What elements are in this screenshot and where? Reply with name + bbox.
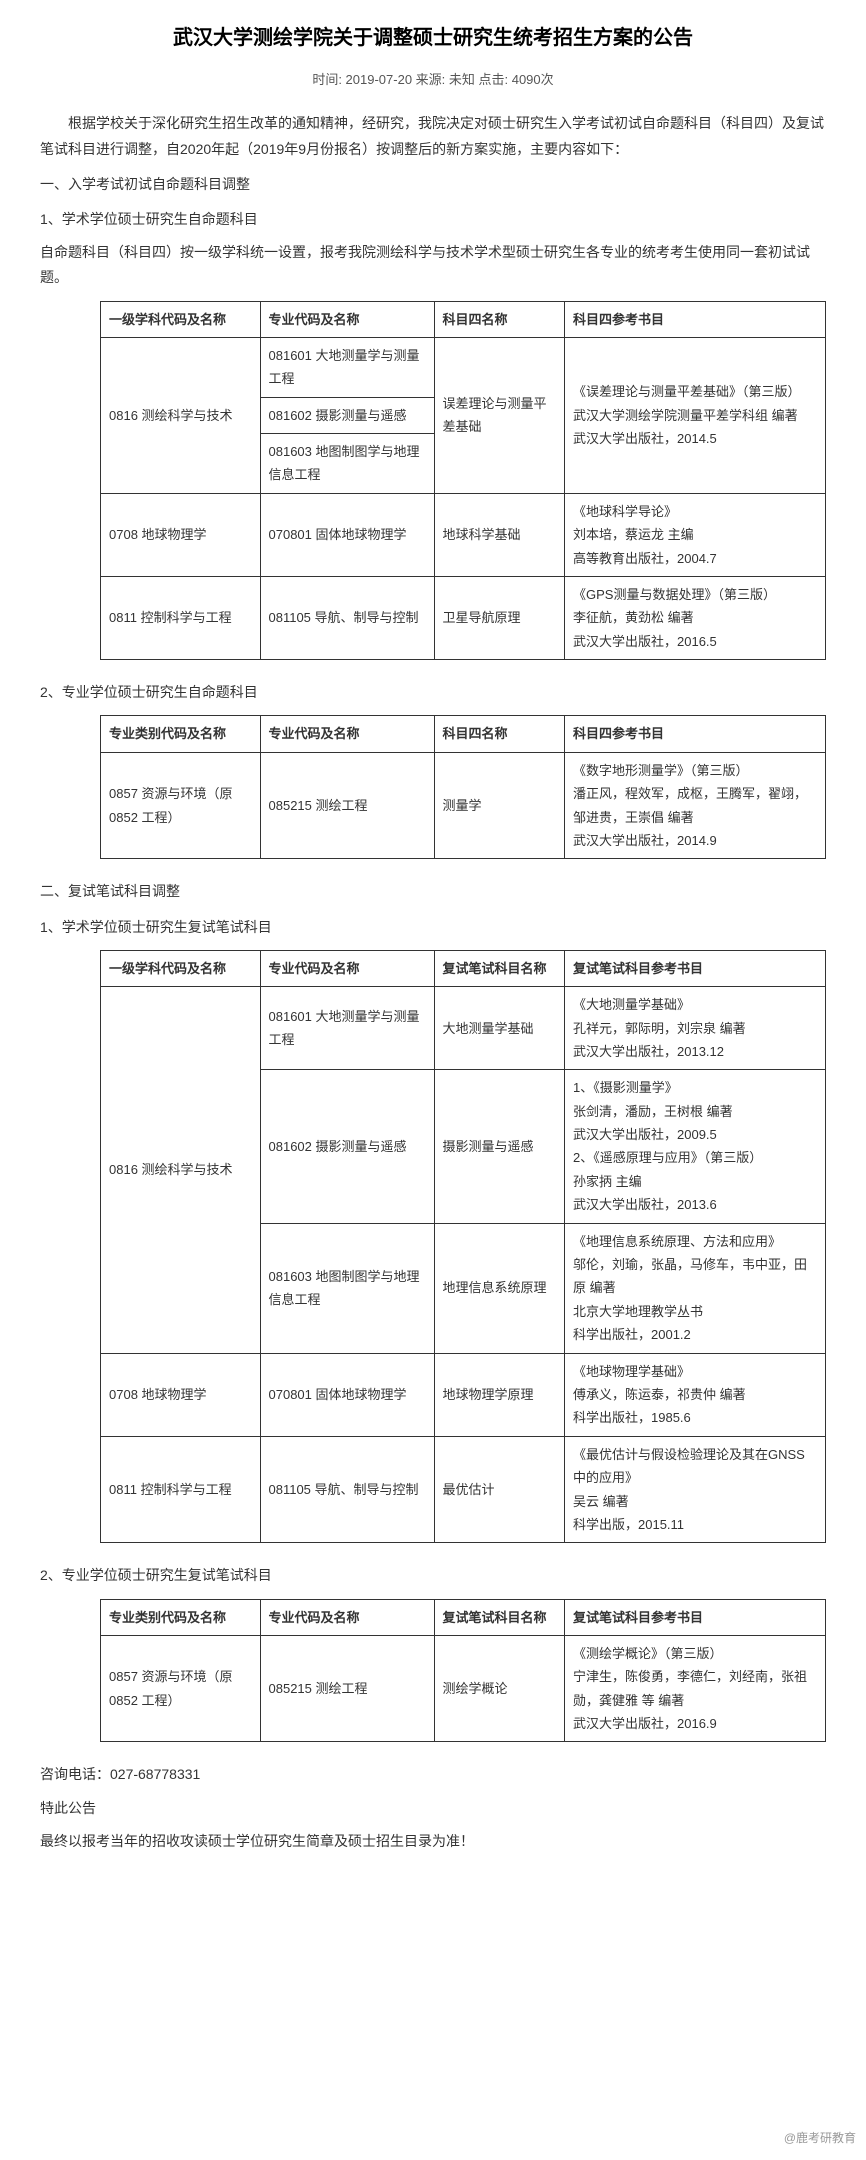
td: 0708 地球物理学 [101, 1353, 261, 1436]
td: 0816 测绘科学与技术 [101, 987, 261, 1353]
td: 《数字地形测量学》（第三版）潘正风，程效军，成枢，王腾军，翟翊，邹进贵，王崇倡 … [565, 752, 826, 859]
td: 0811 控制科学与工程 [101, 1436, 261, 1543]
section-1-1-title: 1、学术学位硕士研究生自命题科目 [40, 207, 826, 232]
section-2-title: 二、复试笔试科目调整 [40, 879, 826, 904]
th: 科目四名称 [434, 716, 565, 752]
td: 测量学 [434, 752, 565, 859]
table-header-row: 专业类别代码及名称 专业代码及名称 科目四名称 科目四参考书目 [101, 716, 826, 752]
th: 复试笔试科目参考书目 [565, 950, 826, 986]
table-row: 0816 测绘科学与技术 081601 大地测量学与测量工程 误差理论与测量平差… [101, 337, 826, 397]
td: 《测绘学概论》（第三版）宁津生，陈俊勇，李德仁，刘经南，张祖勋，龚健雅 等 编著… [565, 1635, 826, 1742]
td: 地球物理学原理 [434, 1353, 565, 1436]
td: 081603 地图制图学与地理信息工程 [260, 434, 434, 494]
table-header-row: 专业类别代码及名称 专业代码及名称 复试笔试科目名称 复试笔试科目参考书目 [101, 1599, 826, 1635]
td: 地球科学基础 [434, 493, 565, 576]
table-row: 0857 资源与环境（原0852 工程） 085215 测绘工程 测绘学概论 《… [101, 1635, 826, 1742]
td: 《地球物理学基础》傅承义，陈运泰，祁贵仲 编著科学出版社，1985.6 [565, 1353, 826, 1436]
th: 复试笔试科目参考书目 [565, 1599, 826, 1635]
td: 085215 测绘工程 [260, 1635, 434, 1742]
table-1: 一级学科代码及名称 专业代码及名称 科目四名称 科目四参考书目 0816 测绘科… [100, 301, 826, 661]
table-row: 0857 资源与环境（原0852 工程） 085215 测绘工程 测量学 《数字… [101, 752, 826, 859]
watermark: @鹿考研教育 [784, 2128, 856, 2150]
th: 专业代码及名称 [260, 950, 434, 986]
td: 081602 摄影测量与遥感 [260, 1070, 434, 1223]
table-2: 专业类别代码及名称 专业代码及名称 科目四名称 科目四参考书目 0857 资源与… [100, 715, 826, 859]
td: 0708 地球物理学 [101, 493, 261, 576]
td: 0857 资源与环境（原0852 工程） [101, 1635, 261, 1742]
page-title: 武汉大学测绘学院关于调整硕士研究生统考招生方案的公告 [40, 20, 826, 56]
section-1-title: 一、入学考试初试自命题科目调整 [40, 172, 826, 197]
th: 一级学科代码及名称 [101, 301, 261, 337]
table-4: 专业类别代码及名称 专业代码及名称 复试笔试科目名称 复试笔试科目参考书目 08… [100, 1599, 826, 1743]
td: 0857 资源与环境（原0852 工程） [101, 752, 261, 859]
td: 《最优估计与假设检验理论及其在GNSS中的应用》吴云 编著科学出版，2015.1… [565, 1436, 826, 1543]
td: 最优估计 [434, 1436, 565, 1543]
table-row: 0708 地球物理学 070801 固体地球物理学 地球物理学原理 《地球物理学… [101, 1353, 826, 1436]
td: 1、《摄影测量学》张剑清，潘励，王树根 编著武汉大学出版社，2009.52、《遥… [565, 1070, 826, 1223]
td: 《地理信息系统原理、方法和应用》邬伦，刘瑜，张晶，马修车，韦中亚，田原 编著北京… [565, 1223, 826, 1353]
th: 专业代码及名称 [260, 716, 434, 752]
table-row: 0708 地球物理学 070801 固体地球物理学 地球科学基础 《地球科学导论… [101, 493, 826, 576]
td: 081601 大地测量学与测量工程 [260, 337, 434, 397]
footer-notice: 特此公告 [40, 1796, 826, 1821]
td: 085215 测绘工程 [260, 752, 434, 859]
td: 0811 控制科学与工程 [101, 577, 261, 660]
section-1-1-note: 自命题科目（科目四）按一级学科统一设置，报考我院测绘科学与技术学术型硕士研究生各… [40, 240, 826, 290]
th: 科目四参考书目 [565, 301, 826, 337]
intro-paragraph: 根据学校关于深化研究生招生改革的通知精神，经研究，我院决定对硕士研究生入学考试初… [40, 111, 826, 161]
td: 070801 固体地球物理学 [260, 1353, 434, 1436]
table-row: 0816 测绘科学与技术 081601 大地测量学与测量工程 大地测量学基础 《… [101, 987, 826, 1070]
footer-note: 最终以报考当年的招收攻读硕士学位研究生简章及硕士招生目录为准！ [40, 1829, 826, 1854]
td: 误差理论与测量平差基础 [434, 337, 565, 493]
td: 《误差理论与测量平差基础》（第三版）武汉大学测绘学院测量平差学科组 编著武汉大学… [565, 337, 826, 493]
td: 摄影测量与遥感 [434, 1070, 565, 1223]
meta-line: 时间: 2019-07-20 来源: 未知 点击: 4090次 [40, 68, 826, 91]
td: 《地球科学导论》刘本培，蔡运龙 主编高等教育出版社，2004.7 [565, 493, 826, 576]
td: 081105 导航、制导与控制 [260, 1436, 434, 1543]
td: 测绘学概论 [434, 1635, 565, 1742]
th: 专业类别代码及名称 [101, 1599, 261, 1635]
th: 专业代码及名称 [260, 1599, 434, 1635]
td: 070801 固体地球物理学 [260, 493, 434, 576]
th: 一级学科代码及名称 [101, 950, 261, 986]
td: 081603 地图制图学与地理信息工程 [260, 1223, 434, 1353]
th: 专业类别代码及名称 [101, 716, 261, 752]
table-row: 0811 控制科学与工程 081105 导航、制导与控制 最优估计 《最优估计与… [101, 1436, 826, 1543]
section-1-2-title: 2、专业学位硕士研究生自命题科目 [40, 680, 826, 705]
td: 《GPS测量与数据处理》（第三版）李征航，黄劲松 编著武汉大学出版社，2016.… [565, 577, 826, 660]
table-3: 一级学科代码及名称 专业代码及名称 复试笔试科目名称 复试笔试科目参考书目 08… [100, 950, 826, 1544]
td: 081601 大地测量学与测量工程 [260, 987, 434, 1070]
td: 081105 导航、制导与控制 [260, 577, 434, 660]
th: 科目四名称 [434, 301, 565, 337]
td: 081602 摄影测量与遥感 [260, 397, 434, 433]
section-2-1-title: 1、学术学位硕士研究生复试笔试科目 [40, 915, 826, 940]
table-header-row: 一级学科代码及名称 专业代码及名称 科目四名称 科目四参考书目 [101, 301, 826, 337]
td: 地理信息系统原理 [434, 1223, 565, 1353]
td: 卫星导航原理 [434, 577, 565, 660]
td: 《大地测量学基础》孔祥元，郭际明，刘宗泉 编著武汉大学出版社，2013.12 [565, 987, 826, 1070]
footer-phone: 咨询电话：027-68778331 [40, 1762, 826, 1787]
th: 专业代码及名称 [260, 301, 434, 337]
td: 0816 测绘科学与技术 [101, 337, 261, 493]
table-header-row: 一级学科代码及名称 专业代码及名称 复试笔试科目名称 复试笔试科目参考书目 [101, 950, 826, 986]
table-row: 0811 控制科学与工程 081105 导航、制导与控制 卫星导航原理 《GPS… [101, 577, 826, 660]
section-2-2-title: 2、专业学位硕士研究生复试笔试科目 [40, 1563, 826, 1588]
th: 复试笔试科目名称 [434, 1599, 565, 1635]
td: 大地测量学基础 [434, 987, 565, 1070]
th: 复试笔试科目名称 [434, 950, 565, 986]
th: 科目四参考书目 [565, 716, 826, 752]
